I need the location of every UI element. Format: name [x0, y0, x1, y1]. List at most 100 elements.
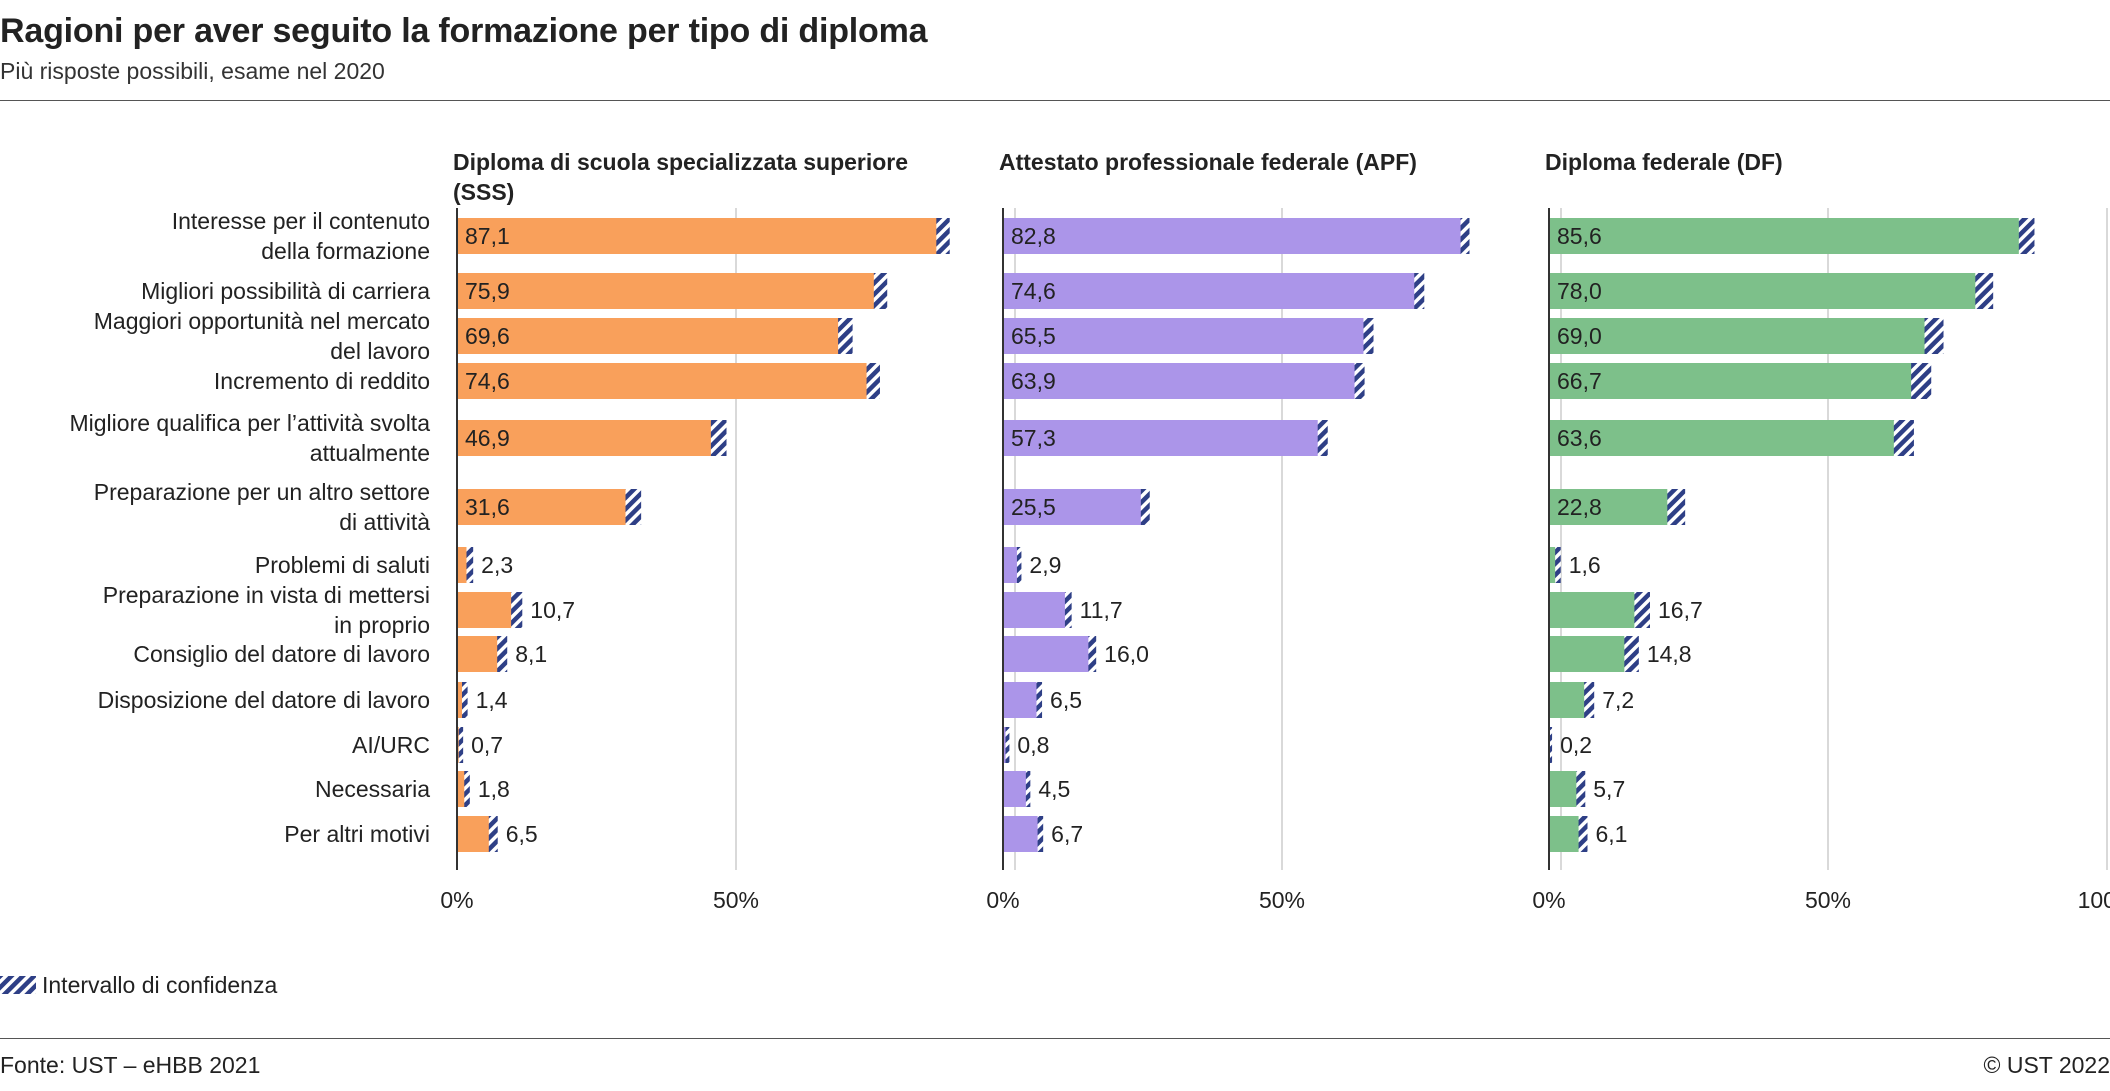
bar [1003, 771, 1029, 807]
chart-title: Ragioni per aver seguito la formazione p… [0, 12, 928, 50]
data-label: 0,8 [1017, 732, 1049, 758]
category-label: Per altri motivi [284, 821, 430, 847]
confidence-interval [936, 218, 950, 254]
confidence-interval [1414, 273, 1425, 309]
category-label: Incremento di reddito [214, 368, 430, 394]
bar [457, 816, 494, 852]
bar [1549, 771, 1581, 807]
data-label: 74,6 [1011, 278, 1056, 304]
x-tick-label: 50% [1259, 887, 1305, 913]
bar [457, 489, 634, 525]
category-label: AI/URC [352, 732, 430, 758]
confidence-interval [1460, 218, 1470, 254]
data-label: 1,8 [478, 776, 510, 802]
data-label: 78,0 [1557, 278, 1602, 304]
data-label: 0,7 [471, 732, 503, 758]
bar [457, 592, 517, 628]
confidence-interval [1555, 547, 1561, 583]
confidence-interval [1584, 682, 1595, 718]
data-label: 8,1 [515, 641, 547, 667]
data-label: 57,3 [1011, 425, 1056, 451]
confidence-interval [873, 273, 888, 309]
header-divider [0, 100, 2110, 101]
x-tick-label: 100% [2078, 887, 2110, 913]
x-tick-label: 0% [440, 887, 473, 913]
x-tick-label: 50% [1805, 887, 1851, 913]
data-label: 31,6 [465, 494, 510, 520]
data-label: 1,6 [1569, 552, 1601, 578]
category-label: Preparazione per un altro settore [94, 479, 430, 505]
bar [1549, 636, 1632, 672]
bar [1003, 363, 1360, 399]
confidence-interval [625, 489, 642, 525]
footer-divider [0, 1038, 2110, 1039]
data-label: 6,1 [1596, 821, 1628, 847]
data-label: 63,9 [1011, 368, 1056, 394]
confidence-interval [710, 420, 727, 456]
confidence-interval [462, 682, 468, 718]
bar [457, 273, 881, 309]
bar [1549, 682, 1590, 718]
category-label: Necessaria [315, 776, 430, 802]
data-label: 69,0 [1557, 323, 1602, 349]
data-label: 0,2 [1560, 732, 1592, 758]
data-label: 87,1 [465, 223, 510, 249]
category-label: Migliori possibilità di carriera [141, 278, 430, 304]
bar [1549, 318, 1935, 354]
data-label: 69,6 [465, 323, 510, 349]
bar [1003, 218, 1466, 254]
confidence-interval [1893, 420, 1914, 456]
confidence-interval [1549, 727, 1553, 763]
confidence-interval [1667, 489, 1686, 525]
data-label: 22,8 [1557, 494, 1602, 520]
confidence-interval [1924, 318, 1944, 354]
category-label: Migliore qualifica per l’attività svolta [70, 410, 431, 436]
category-label: Consiglio del datore di lavoro [133, 641, 430, 667]
category-label: del lavoro [330, 338, 430, 364]
category-label: Interesse per il contenuto [172, 208, 430, 234]
data-label: 66,7 [1557, 368, 1602, 394]
bar [1549, 363, 1922, 399]
data-label: 2,3 [481, 552, 513, 578]
bar [1003, 727, 1008, 763]
bar [457, 218, 944, 254]
data-label: 74,6 [465, 368, 510, 394]
confidence-interval [464, 771, 470, 807]
data-label: 1,4 [476, 687, 508, 713]
data-label: 10,7 [530, 597, 575, 623]
confidence-interval [1354, 363, 1365, 399]
confidence-interval [1016, 547, 1022, 583]
confidence-interval [838, 318, 853, 354]
copyright-note: © UST 2022 [1983, 1052, 2110, 1078]
bar [457, 682, 465, 718]
bar [1549, 592, 1643, 628]
source-note: Fonte: UST – eHBB 2021 [0, 1052, 261, 1078]
bar [1003, 489, 1146, 525]
bar [1003, 636, 1093, 672]
confidence-interval [1911, 363, 1932, 399]
data-label: 16,0 [1104, 641, 1149, 667]
bar-chart: Interesse per il contenuto della formazio… [70, 149, 2110, 913]
panel-title: Attestato professionale federale (APF) [999, 149, 1417, 175]
x-tick-label: 50% [713, 887, 759, 913]
confidence-interval [1064, 592, 1072, 628]
bar [457, 636, 503, 672]
bar [1549, 273, 1985, 309]
data-label: 6,5 [506, 821, 538, 847]
confidence-interval [1634, 592, 1650, 628]
confidence-interval [458, 727, 464, 763]
data-label: 63,6 [1557, 425, 1602, 451]
panel-title: Diploma federale (DF) [1545, 149, 1783, 175]
data-label: 7,2 [1602, 687, 1634, 713]
confidence-interval [1140, 489, 1150, 525]
chart-subtitle: Più risposte possibili, esame nel 2020 [0, 58, 385, 84]
confidence-interval [1975, 273, 1994, 309]
data-label: 4,5 [1038, 776, 1070, 802]
bar [457, 771, 468, 807]
category-label: attualmente [310, 440, 430, 466]
bar [457, 318, 846, 354]
confidence-interval [1578, 816, 1588, 852]
panel-title: Diploma di scuola specializzata superior… [453, 149, 908, 175]
data-label: 11,7 [1080, 597, 1123, 623]
confidence-interval [466, 547, 474, 583]
